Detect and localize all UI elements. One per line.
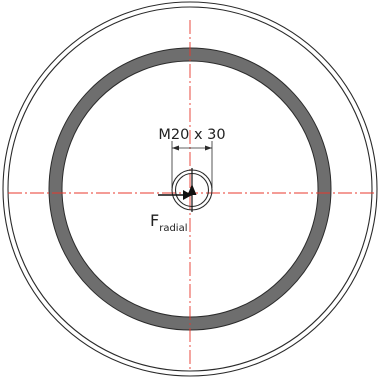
force-symbol: F — [150, 211, 159, 230]
outer-circle-inner — [7, 6, 373, 372]
force-arrow-up-head — [187, 184, 197, 195]
dimension-arrow-right — [205, 145, 212, 151]
force-subscript: radial — [159, 223, 187, 234]
thread-size-label: M20 x 30 — [158, 127, 225, 143]
dimension-arrow-left — [172, 145, 179, 151]
force-label: Fradial — [150, 211, 187, 234]
